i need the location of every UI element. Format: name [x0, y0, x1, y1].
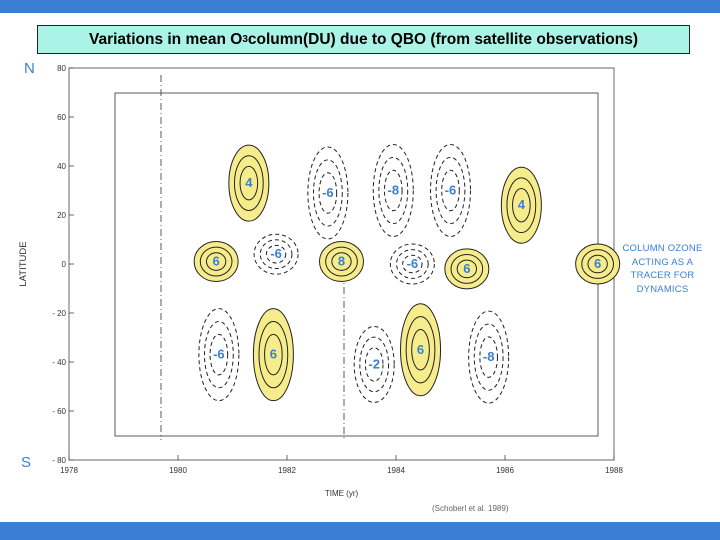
negative-contour: [198, 308, 240, 402]
positive-contour: [325, 246, 358, 277]
feature-label: 6: [594, 256, 601, 271]
positive-contour: [411, 329, 430, 371]
feature-label: 6: [213, 254, 220, 269]
negative-contour: [402, 254, 423, 274]
feature-label: 6: [270, 347, 277, 362]
positive-contour: [205, 252, 227, 271]
negative-contour: [473, 323, 504, 391]
top-accent-bar: [0, 0, 720, 13]
negative-contour: [253, 233, 299, 275]
feature-label: 6: [417, 342, 424, 357]
negative-contour: [468, 310, 510, 404]
negative-contour: [318, 172, 338, 214]
negative-contour: [441, 169, 460, 212]
y-tick-label: 40: [57, 162, 66, 171]
negative-contour: [203, 321, 234, 389]
title-subscript: 3: [242, 34, 248, 45]
negative-contour: [307, 146, 349, 240]
negative-contour: [364, 347, 384, 382]
feature-label: 4: [245, 175, 253, 190]
south-label: S: [21, 454, 32, 471]
negative-contour: [312, 159, 343, 227]
feature-label: -8: [387, 183, 399, 198]
feature-label: 4: [518, 197, 526, 212]
x-tick-label: 1984: [387, 466, 405, 475]
positive-contour: [233, 155, 264, 212]
y-tick-label: 0: [62, 260, 67, 269]
side-note: COLUMN OZONE ACTING AS A TRACER FOR DYNA…: [615, 242, 710, 296]
positive-contour: [581, 249, 614, 279]
positive-contour: [506, 177, 537, 234]
negative-contour: [353, 325, 395, 403]
positive-contour: [331, 252, 352, 271]
feature-label: -6: [407, 256, 419, 271]
y-tick-label: 60: [57, 113, 66, 122]
x-tick-label: 1978: [60, 466, 78, 475]
negative-contour: [378, 156, 409, 225]
negative-contour: [383, 169, 403, 212]
positive-contour: [512, 187, 531, 223]
negative-contour: [396, 249, 429, 279]
y-axis-label: LATITUDE: [18, 241, 29, 286]
positive-contour: [456, 259, 478, 279]
y-tick-label: - 20: [52, 309, 66, 318]
y-tick-label: - 60: [52, 407, 66, 416]
positive-contour: [450, 254, 484, 284]
x-tick-label: 1988: [605, 466, 623, 475]
feature-label: -6: [213, 347, 225, 362]
title-suffix: column(DU) due to QBO (from satellite ob…: [247, 30, 638, 48]
positive-contour: [199, 246, 233, 277]
negative-contour: [479, 336, 498, 378]
north-label: N: [24, 60, 35, 77]
positive-contour: [405, 316, 436, 384]
bottom-accent-bar: [0, 522, 720, 540]
y-tick-label: - 80: [52, 456, 66, 465]
positive-contour: [264, 333, 283, 376]
side-note-line: TRACER FOR: [630, 270, 695, 281]
negative-contour: [209, 333, 229, 376]
side-note-line: ACTING AS A: [631, 256, 694, 268]
negative-contour: [359, 336, 390, 393]
negative-contour: [389, 243, 435, 285]
side-note-line: DYNAMICS: [636, 283, 689, 295]
side-note-line: COLUMN OZONE: [622, 243, 703, 254]
positive-contour: [258, 321, 289, 389]
negative-contour: [265, 244, 287, 264]
negative-contour: [259, 239, 293, 270]
feature-label: -6: [445, 183, 457, 198]
feature-label: 6: [463, 261, 470, 276]
feature-label: 8: [338, 254, 345, 269]
y-tick-label: 80: [57, 64, 66, 73]
x-axis-label: TIME (yr): [325, 489, 359, 498]
y-tick-label: - 40: [52, 358, 66, 367]
negative-contour: [435, 156, 466, 225]
feature-label: -6: [322, 185, 334, 200]
positive-contour: [239, 165, 259, 201]
feature-label: -2: [368, 356, 380, 371]
feature-label: -6: [270, 246, 282, 261]
citation: (Schoberl et al. 1989): [432, 504, 509, 513]
x-tick-label: 1986: [496, 466, 514, 475]
contour-field: [193, 144, 621, 404]
x-tick-label: 1980: [169, 466, 187, 475]
y-tick-label: 20: [57, 211, 66, 220]
title-prefix: Variations in mean O: [88, 30, 243, 48]
negative-contour: [372, 144, 414, 237]
negative-contour: [430, 144, 471, 237]
positive-contour: [587, 254, 608, 274]
x-tick-label: 1982: [278, 466, 296, 475]
feature-label: -8: [483, 349, 495, 364]
